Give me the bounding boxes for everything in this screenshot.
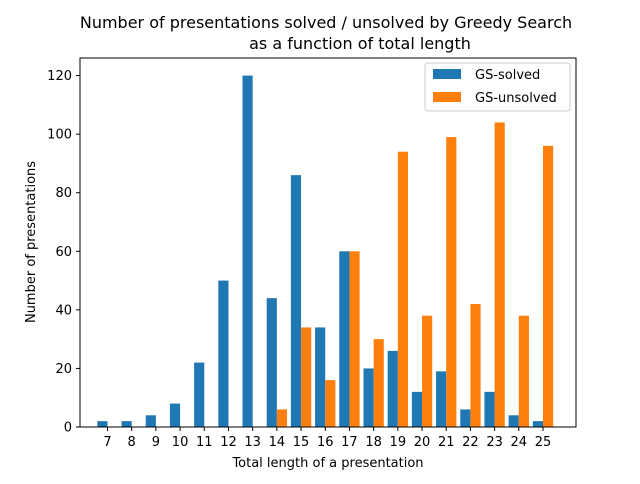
y-axis-label: Number of presentations	[24, 161, 39, 323]
bar-unsolved-20	[422, 315, 433, 427]
bar-solved-20	[411, 391, 423, 427]
y-axis-ticks: 0 20 40 60 80 100 120	[47, 69, 80, 436]
bar-solved-12	[218, 280, 229, 427]
bar-unsolved-16	[325, 380, 336, 427]
bar-unsolved-17	[349, 251, 360, 427]
legend-swatch-solved	[433, 69, 461, 79]
bar-solved-22	[460, 409, 471, 427]
x-tick-label-21: 21	[438, 435, 455, 450]
x-tick-label-9: 9	[152, 435, 160, 450]
chart-title-line1: Number of presentations solved / unsolve…	[80, 13, 572, 32]
x-tick-label-20: 20	[414, 435, 431, 450]
legend-label-solved: GS-solved	[475, 68, 540, 83]
bar-solved-10	[169, 403, 181, 427]
bar-unsolved-21	[446, 137, 457, 427]
x-tick-label-17: 17	[341, 435, 358, 450]
y-tick-label-40: 40	[55, 303, 72, 318]
x-tick-label-7: 7	[103, 435, 111, 450]
bar-unsolved-15	[301, 327, 312, 427]
x-tick-label-23: 23	[486, 435, 503, 450]
bar-solved-19	[387, 350, 398, 427]
x-tick-label-16: 16	[317, 435, 334, 450]
x-tick-label-24: 24	[511, 435, 528, 450]
x-tick-label-22: 22	[462, 435, 479, 450]
bar-solved-23	[484, 391, 495, 427]
bar-solved-13	[242, 75, 253, 427]
legend-box	[424, 62, 571, 112]
y-tick-label-20: 20	[55, 362, 72, 377]
x-tick-label-10: 10	[172, 435, 189, 450]
bar-solved-25	[532, 421, 543, 427]
bar-unsolved-25	[543, 145, 554, 428]
x-tick-label-25: 25	[535, 435, 552, 450]
legend: GS-solved GS-unsolved	[424, 62, 571, 112]
bar-solved-15	[290, 175, 302, 427]
x-tick-label-12: 12	[220, 435, 237, 450]
bar-solved-8	[121, 421, 132, 427]
x-tick-label-18: 18	[365, 435, 382, 450]
bars-layer	[97, 75, 554, 428]
bar-solved-9	[145, 415, 156, 427]
x-axis-label: Total length of a presentation	[231, 456, 423, 471]
bar-unsolved-18	[373, 339, 384, 427]
bar-solved-21	[436, 371, 447, 427]
y-tick-label-120: 120	[47, 69, 72, 84]
legend-swatch-unsolved	[433, 92, 461, 102]
x-tick-label-13: 13	[244, 435, 261, 450]
bar-unsolved-24	[518, 315, 529, 427]
y-tick-label-80: 80	[55, 186, 72, 201]
bar-solved-17	[339, 251, 350, 427]
x-axis-ticks: 7 8 9 10 11 12 13 14 15 16 17 18 19 20 21 22 23 24 25	[103, 427, 551, 450]
x-tick-label-19: 19	[390, 435, 407, 450]
bar-solved-14	[266, 298, 277, 427]
y-tick-label-0: 0	[64, 421, 72, 436]
bar-solved-24	[508, 415, 519, 427]
bar-solved-7	[97, 421, 108, 427]
y-tick-label-100: 100	[47, 128, 72, 143]
chart-title-line2: as a function of total length	[249, 34, 471, 53]
x-tick-label-8: 8	[128, 435, 136, 450]
legend-label-unsolved: GS-unsolved	[475, 91, 557, 106]
bar-unsolved-23	[494, 122, 505, 428]
plot-frame	[79, 57, 577, 428]
bar-solved-18	[363, 368, 374, 427]
bar-solved-16	[315, 327, 326, 427]
y-tick-label-60: 60	[55, 245, 72, 260]
bar-unsolved-22	[470, 304, 481, 427]
bar-solved-11	[194, 362, 205, 427]
bar-unsolved-19	[397, 151, 408, 427]
x-tick-label-15: 15	[293, 435, 310, 450]
bar-unsolved-14	[276, 409, 288, 427]
x-tick-label-14: 14	[269, 435, 286, 450]
x-tick-label-11: 11	[196, 435, 213, 450]
